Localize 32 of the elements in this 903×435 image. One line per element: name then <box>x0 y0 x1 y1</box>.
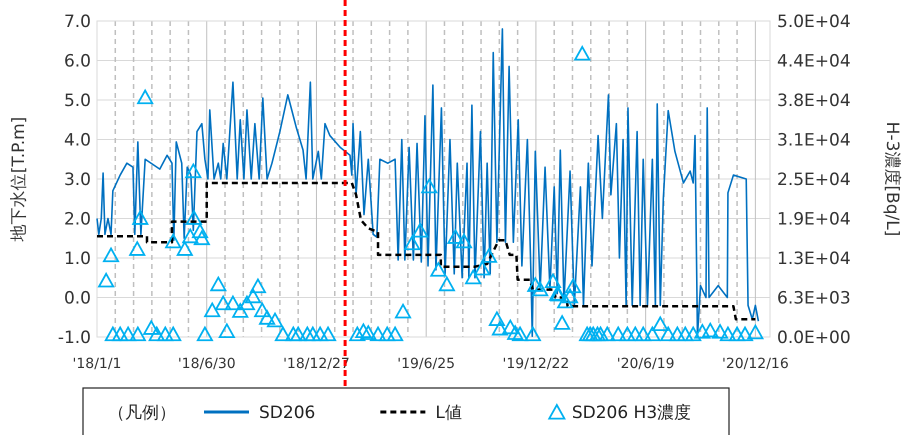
y2-tick-label: 4.4E+04 <box>777 52 851 72</box>
y-tick-label: 6.0 <box>64 52 91 72</box>
x-tick-label: '19/6/25 <box>397 356 456 372</box>
legend-title: （凡例） <box>108 403 176 423</box>
y-tick-label: 5.0 <box>64 91 91 111</box>
y-tick-label: 3.0 <box>64 170 91 190</box>
legend-label: SD206 <box>259 403 316 423</box>
line-series <box>96 182 757 320</box>
x-tick-label: '18/12/27 <box>283 356 350 372</box>
x-tick-label: '18/1/1 <box>72 356 122 372</box>
x-tick-label: '20/6/19 <box>616 356 675 372</box>
legend-label: L値 <box>435 403 462 423</box>
y2-axis-title: H-3濃度[Bq/L] <box>882 122 902 236</box>
x-tick-label: '18/6/30 <box>178 356 236 372</box>
y2-tick-label: 6.3E+03 <box>777 288 851 308</box>
x-tick-label: '20/12/16 <box>722 356 789 372</box>
y-tick-label: 1.0 <box>64 249 91 269</box>
y2-tick-label: 3.1E+04 <box>777 130 851 150</box>
y-axis-title: 地下水位[T.P.m] <box>9 116 29 242</box>
y2-tick-label: 3.8E+04 <box>777 91 851 111</box>
legend-label: SD206 H3濃度 <box>572 403 692 423</box>
y-tick-label: -1.0 <box>58 328 91 348</box>
y-tick-label: 0.0 <box>64 288 91 308</box>
y-tick-label: 7.0 <box>64 12 91 32</box>
y-tick-label: 2.0 <box>64 210 91 230</box>
y2-tick-label: 2.5E+04 <box>777 170 851 190</box>
y-tick-label: 4.0 <box>64 130 91 150</box>
y2-tick-label: 5.0E+04 <box>777 12 851 32</box>
y2-tick-label: 1.3E+04 <box>777 249 851 269</box>
y2-tick-label: 1.9E+04 <box>777 210 851 230</box>
y2-tick-label: 0.0E+00 <box>777 328 851 348</box>
x-tick-label: '19/12/22 <box>502 356 570 372</box>
